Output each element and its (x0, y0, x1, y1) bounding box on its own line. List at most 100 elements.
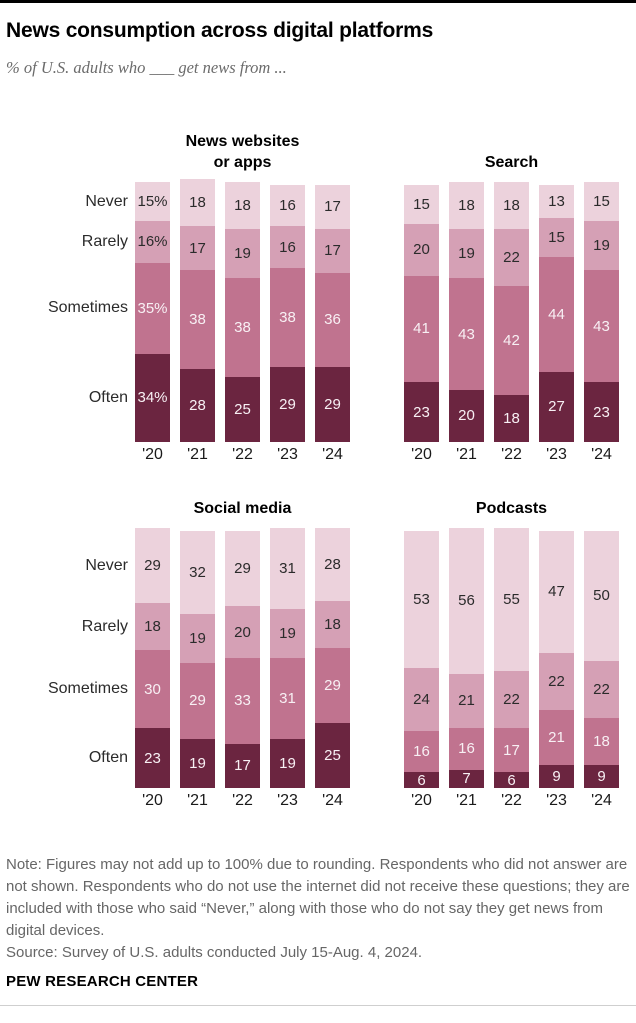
bar-segment-never: 16 (270, 184, 305, 227)
bars-area: 15% 16% 35% 34% 18 17 38 28 18 19 38 25 16 16 38 29 17 17… (135, 178, 350, 442)
bar-segment-rarely: 22 (539, 652, 574, 710)
stacked-bar: 53 24 16 6 (404, 530, 439, 789)
bar-segment-rarely: 17 (315, 228, 350, 273)
value-label: 9 (597, 767, 606, 785)
bar-segment-rarely: 19 (225, 228, 260, 279)
value-label: 21 (548, 728, 565, 746)
stacked-bar: 29 18 30 23 (135, 528, 170, 788)
bar-segment-sometimes: 31 (270, 657, 305, 739)
bar-segment-often: 20 (449, 389, 484, 442)
value-label: 18 (503, 196, 520, 214)
value-label: 6 (507, 771, 516, 789)
row-labels-gutter: Never Rarely Sometimes Often (6, 128, 135, 466)
x-axis-label: '24 (591, 446, 612, 463)
value-label: 30 (144, 680, 161, 698)
chart-column: News websites or apps 15% 16% 35% 34% 18 17 38… (135, 128, 350, 466)
bar-segment-often: 6 (494, 772, 529, 788)
value-label: 25 (324, 746, 341, 764)
chart-title: Search (484, 154, 539, 171)
value-label: 19 (593, 237, 610, 255)
bar-segment-never: 18 (225, 182, 260, 229)
value-label: 41 (413, 320, 430, 338)
value-label: 16 (458, 740, 475, 758)
chart-column: Search 15 20 41 23 18 19 43 20 18 22 42 18 13 15 44 27 1… (404, 128, 619, 466)
bar-segment-rarely: 19 (584, 221, 619, 271)
x-axis-label: '20 (411, 446, 432, 463)
value-label: 20 (413, 241, 430, 259)
bar-segment-never: 18 (180, 179, 215, 227)
stacked-bar: 56 21 16 7 (449, 528, 484, 788)
x-axis-label: '22 (501, 792, 522, 809)
x-axis-label: '20 (411, 792, 432, 809)
value-label: 31 (279, 559, 296, 577)
bar-segment-never: 15% (135, 182, 170, 221)
row-label-never: Never (85, 192, 128, 210)
bar-segment-rarely: 16% (135, 221, 170, 263)
value-label: 29 (324, 676, 341, 694)
value-label: 17 (324, 198, 341, 216)
value-label: 55 (503, 591, 520, 608)
value-label: 19 (189, 754, 206, 772)
value-label: 32 (189, 563, 206, 581)
x-axis-label: '21 (456, 792, 477, 809)
row-label-never: Never (85, 556, 128, 574)
value-label: 18 (503, 410, 520, 428)
value-label: 15% (137, 193, 168, 210)
stacked-bar: 29 20 33 17 (225, 530, 260, 788)
row-labels-gutter (386, 128, 404, 466)
x-axis-label: '23 (546, 792, 567, 809)
bar-segment-never: 55 (494, 528, 529, 671)
value-label: 7 (462, 770, 471, 788)
bar-segment-rarely: 21 (449, 673, 484, 729)
bar-segment-never: 17 (315, 184, 350, 229)
chart-panel-social-media: Never Rarely Sometimes Often Social media 2… (6, 474, 386, 812)
bar-segment-rarely: 19 (449, 228, 484, 279)
bar-segment-rarely: 20 (404, 223, 439, 276)
bar-segment-sometimes: 43 (449, 278, 484, 390)
x-axis: '20 '21 '22 '23 '24 (404, 442, 619, 466)
value-label: 16 (279, 196, 296, 214)
bar-segment-often: 9 (539, 764, 574, 788)
bars-area: 29 18 30 23 32 19 29 19 29 20 33 17 31 19 31 19 28 18 29 25 (135, 524, 350, 788)
bar-segment-sometimes: 36 (315, 272, 350, 367)
stacked-bar: 28 18 29 25 (315, 528, 350, 788)
value-label: 29 (189, 692, 206, 710)
stacked-bar: 18 22 42 18 (494, 182, 529, 442)
row-label-sometimes: Sometimes (47, 299, 128, 317)
x-axis-label: '23 (546, 446, 567, 463)
x-axis-label: '24 (322, 446, 343, 463)
value-label: 38 (189, 311, 206, 329)
bar-segment-sometimes: 41 (404, 275, 439, 383)
stacked-bar: 18 19 43 20 (449, 182, 484, 442)
value-label: 25 (234, 400, 251, 418)
bar-segment-often: 25 (315, 722, 350, 788)
x-axis-label: '23 (277, 446, 298, 463)
bar-segment-never: 29 (135, 528, 170, 604)
value-label: 34% (137, 389, 168, 407)
value-label: 56 (458, 592, 475, 610)
footnote-block: Note: Figures may not add up to 100% due… (6, 854, 630, 964)
bar-segment-sometimes: 30 (135, 650, 170, 729)
stacked-bar: 18 19 38 25 (225, 182, 260, 442)
bar-segment-sometimes: 44 (539, 257, 574, 372)
top-rule (0, 0, 636, 3)
bar-segment-sometimes: 16 (404, 730, 439, 773)
value-label: 44 (548, 306, 565, 324)
value-label: 6 (417, 771, 426, 789)
chart-panel-podcasts: Podcasts 53 24 16 6 56 21 16 7 55 22 17 6 47 22 21 9 50 2… (386, 474, 630, 812)
chart-panel-search: Search 15 20 41 23 18 19 43 20 18 22 42 18 13 15 44 27 1… (386, 128, 630, 466)
value-label: 19 (189, 629, 206, 647)
bar-segment-often: 19 (270, 738, 305, 788)
x-axis-label: '20 (142, 792, 163, 809)
bar-segment-rarely: 20 (225, 606, 260, 658)
bar-segment-often: 19 (180, 738, 215, 788)
stacked-bar: 55 22 17 6 (494, 528, 529, 788)
x-axis-label: '22 (501, 446, 522, 463)
bar-segment-rarely: 18 (315, 600, 350, 648)
value-label: 23 (413, 403, 430, 421)
row-label-sometimes: Sometimes (47, 680, 128, 698)
bar-segment-rarely: 22 (494, 671, 529, 729)
x-axis-label: '24 (591, 792, 612, 809)
bar-segment-never: 18 (494, 182, 529, 229)
bar-segment-sometimes: 29 (180, 663, 215, 739)
